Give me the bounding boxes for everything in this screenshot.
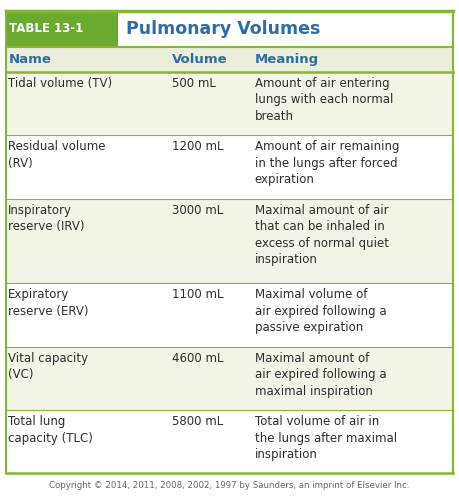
Text: Meaning: Meaning: [255, 53, 319, 66]
Bar: [6, 11, 118, 47]
Text: Maximal volume of
air expired following a
passive expiration: Maximal volume of air expired following …: [255, 288, 386, 335]
Text: 5800 mL: 5800 mL: [172, 415, 224, 428]
Text: 3000 mL: 3000 mL: [172, 204, 224, 217]
Bar: [6, 284, 453, 346]
Text: 1100 mL: 1100 mL: [172, 288, 224, 302]
Text: Volume: Volume: [172, 53, 228, 66]
Text: 1200 mL: 1200 mL: [172, 140, 224, 153]
Bar: [6, 346, 453, 410]
Bar: [6, 47, 453, 72]
Text: Pulmonary Volumes: Pulmonary Volumes: [126, 20, 320, 38]
Text: Expiratory
reserve (ERV): Expiratory reserve (ERV): [8, 288, 89, 318]
Bar: [6, 72, 453, 136]
Text: Vital capacity
(VC): Vital capacity (VC): [8, 352, 89, 381]
Text: 4600 mL: 4600 mL: [172, 352, 224, 364]
Text: Total lung
capacity (TLC): Total lung capacity (TLC): [8, 415, 93, 444]
Text: Inspiratory
reserve (IRV): Inspiratory reserve (IRV): [8, 204, 85, 234]
Bar: [6, 136, 453, 199]
Text: TABLE 13-1: TABLE 13-1: [9, 22, 84, 36]
Text: Amount of air entering
lungs with each normal
breath: Amount of air entering lungs with each n…: [255, 77, 393, 123]
Text: Maximal amount of
air expired following a
maximal inspiration: Maximal amount of air expired following …: [255, 352, 386, 398]
Text: 500 mL: 500 mL: [172, 77, 216, 90]
Text: Residual volume
(RV): Residual volume (RV): [8, 140, 106, 170]
Bar: [118, 11, 453, 47]
Text: Amount of air remaining
in the lungs after forced
expiration: Amount of air remaining in the lungs aft…: [255, 140, 399, 186]
Text: Maximal amount of air
that can be inhaled in
excess of normal quiet
inspiration: Maximal amount of air that can be inhale…: [255, 204, 389, 266]
Bar: [6, 410, 453, 474]
Text: Copyright © 2014, 2011, 2008, 2002, 1997 by Saunders, an imprint of Elsevier Inc: Copyright © 2014, 2011, 2008, 2002, 1997…: [49, 481, 410, 490]
Text: Tidal volume (TV): Tidal volume (TV): [8, 77, 112, 90]
Text: Name: Name: [8, 53, 51, 66]
Bar: [6, 199, 453, 283]
Text: Total volume of air in
the lungs after maximal
inspiration: Total volume of air in the lungs after m…: [255, 415, 397, 461]
